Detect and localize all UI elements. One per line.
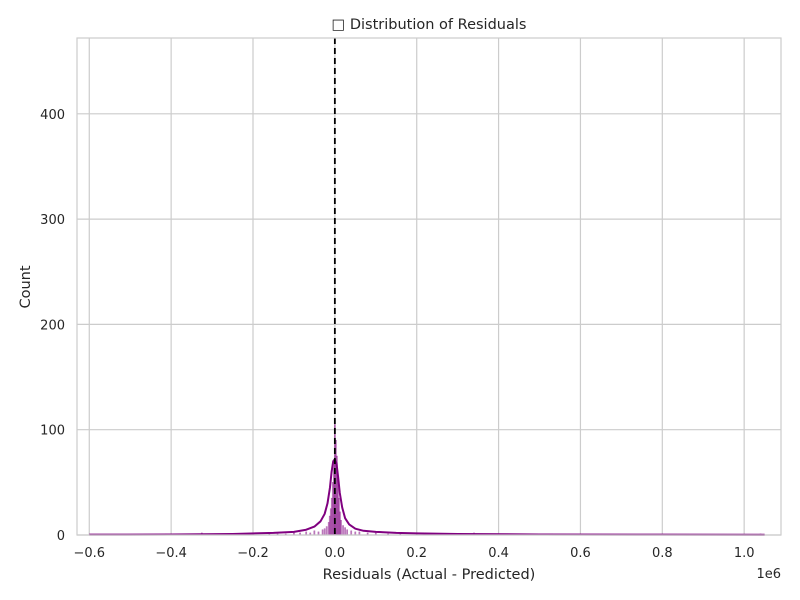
histogram-bar bbox=[323, 528, 326, 536]
y-tick-label: 100 bbox=[40, 424, 65, 439]
x-axis-label: Residuals (Actual - Predicted) bbox=[323, 567, 536, 583]
x-tick-label: 0.0 bbox=[325, 546, 346, 561]
histogram-bars bbox=[200, 424, 762, 536]
histogram-bar bbox=[313, 530, 316, 536]
histogram-bar bbox=[346, 529, 348, 536]
y-tick-label: 0 bbox=[57, 529, 65, 544]
x-tick-label: −0.2 bbox=[237, 546, 269, 561]
x-tick-label: −0.4 bbox=[155, 546, 187, 561]
histogram-bar bbox=[321, 529, 324, 536]
histogram-bar bbox=[342, 525, 344, 536]
grid bbox=[77, 38, 781, 536]
y-tick-label: 300 bbox=[40, 213, 65, 228]
kde-curve-group bbox=[89, 458, 765, 536]
x-tick-label: −0.6 bbox=[73, 546, 105, 561]
x-axis-offset-label: 1e6 bbox=[756, 567, 781, 582]
kde-curve bbox=[89, 458, 765, 536]
axes-frame bbox=[76, 37, 782, 536]
histogram-bar bbox=[340, 520, 342, 536]
y-tick-label: 200 bbox=[40, 318, 65, 333]
tick-labels: −0.6 −0.4 −0.2 0.0 0.2 0.4 0.6 0.8 1.0 0 100 200 300… bbox=[40, 108, 754, 561]
histogram-bar bbox=[325, 526, 328, 536]
chart-title: □ Distribution of Residuals bbox=[332, 17, 527, 33]
x-tick-label: 1.0 bbox=[734, 546, 755, 561]
plot-frame bbox=[76, 37, 782, 536]
y-axis-label: Count bbox=[18, 265, 34, 308]
x-tick-label: 0.6 bbox=[570, 546, 591, 561]
x-tick-label: 0.8 bbox=[652, 546, 673, 561]
histogram-bar bbox=[344, 527, 346, 536]
y-tick-label: 400 bbox=[40, 108, 65, 123]
x-tick-label: 0.2 bbox=[406, 546, 427, 561]
histogram-bar bbox=[350, 530, 353, 536]
x-tick-label: 0.4 bbox=[488, 546, 509, 561]
